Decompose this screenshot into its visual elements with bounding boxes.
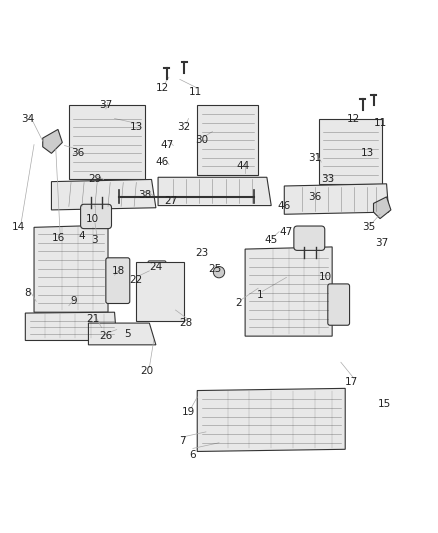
Text: 1: 1 (257, 290, 264, 300)
Text: 21: 21 (86, 314, 99, 324)
Polygon shape (197, 106, 258, 175)
FancyBboxPatch shape (81, 204, 112, 229)
Text: 11: 11 (374, 118, 387, 128)
Text: 16: 16 (51, 233, 64, 243)
Text: 31: 31 (308, 152, 321, 163)
Polygon shape (69, 106, 145, 180)
Text: 32: 32 (177, 122, 191, 132)
Polygon shape (25, 312, 117, 341)
Text: 3: 3 (92, 236, 98, 245)
Text: 17: 17 (345, 377, 358, 387)
Text: 27: 27 (165, 196, 178, 206)
Polygon shape (43, 130, 62, 154)
Polygon shape (374, 197, 391, 219)
Polygon shape (197, 389, 345, 451)
Polygon shape (88, 323, 156, 345)
Text: 12: 12 (156, 83, 169, 93)
Text: 5: 5 (124, 329, 131, 339)
Text: 4: 4 (78, 231, 85, 241)
Text: 14: 14 (12, 222, 25, 232)
Text: 35: 35 (363, 222, 376, 232)
Polygon shape (284, 184, 389, 214)
Text: 33: 33 (321, 174, 335, 184)
Text: 15: 15 (378, 399, 391, 409)
Text: 8: 8 (24, 288, 31, 297)
Text: 12: 12 (347, 114, 360, 124)
Text: 22: 22 (130, 274, 143, 285)
Text: 20: 20 (141, 366, 154, 376)
Text: 46: 46 (278, 200, 291, 211)
Polygon shape (319, 118, 382, 184)
Text: 2: 2 (235, 298, 242, 309)
Circle shape (213, 266, 225, 278)
Polygon shape (136, 262, 184, 321)
Text: 25: 25 (208, 264, 221, 273)
Text: 38: 38 (138, 190, 152, 200)
FancyBboxPatch shape (106, 258, 130, 303)
Text: 10: 10 (86, 214, 99, 224)
Text: 7: 7 (179, 437, 185, 447)
Polygon shape (245, 247, 332, 336)
Text: 28: 28 (180, 318, 193, 328)
Polygon shape (34, 225, 108, 312)
Text: 37: 37 (99, 100, 113, 110)
FancyBboxPatch shape (328, 284, 350, 325)
Text: 44: 44 (237, 161, 250, 172)
Text: 37: 37 (375, 238, 389, 247)
Text: 47: 47 (160, 140, 173, 150)
Text: 46: 46 (156, 157, 169, 167)
FancyBboxPatch shape (148, 261, 166, 272)
Text: 29: 29 (88, 174, 102, 184)
Text: 9: 9 (70, 296, 77, 306)
Text: 19: 19 (182, 407, 195, 417)
Text: 23: 23 (195, 248, 208, 259)
Text: 45: 45 (265, 236, 278, 245)
Polygon shape (51, 180, 156, 210)
Text: 34: 34 (21, 114, 34, 124)
Text: 47: 47 (280, 227, 293, 237)
Text: 13: 13 (130, 122, 143, 132)
Text: 30: 30 (195, 135, 208, 146)
Text: 10: 10 (319, 272, 332, 282)
Text: 24: 24 (149, 262, 162, 271)
Text: 11: 11 (188, 87, 201, 98)
Text: 6: 6 (190, 449, 196, 459)
Text: 36: 36 (308, 192, 321, 202)
Text: 26: 26 (99, 331, 113, 341)
Text: 36: 36 (71, 148, 84, 158)
Polygon shape (158, 177, 271, 206)
FancyBboxPatch shape (294, 226, 325, 251)
Text: 18: 18 (112, 266, 126, 276)
Text: 13: 13 (360, 148, 374, 158)
